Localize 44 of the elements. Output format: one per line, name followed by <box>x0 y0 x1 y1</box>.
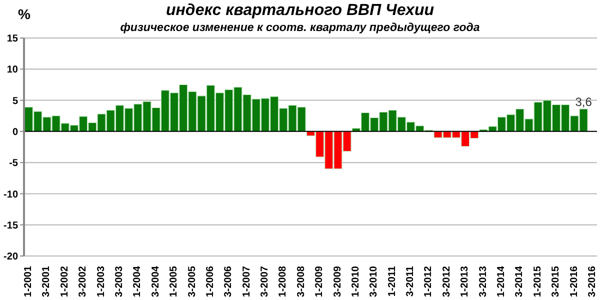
x-tick-label: 1-2007 <box>241 266 252 298</box>
x-tick-label: 1-2003 <box>96 266 107 298</box>
x-tick-label: 3-2008 <box>296 266 307 298</box>
x-tick-label: 3-2012 <box>441 266 452 298</box>
y-tick-label: -20 <box>4 252 18 263</box>
chart-subtitle: физическое изменение к соотв. кварталу предыдущего года <box>119 22 481 34</box>
x-tick-label: 3-2004 <box>150 266 162 298</box>
x-tick-label: 1-2009 <box>314 266 326 298</box>
x-tick-label: 1-2005 <box>168 266 180 298</box>
x-tick-label: 1-2016 <box>568 266 580 298</box>
y-tick-label: 0 <box>12 126 18 138</box>
x-tick-label: 1-2001 <box>23 266 34 298</box>
x-tick-label: 3-2006 <box>223 266 234 298</box>
x-tick-label: 3-2011 <box>405 266 416 297</box>
x-tick-label: 3-2003 <box>114 266 125 298</box>
x-tick-label: 3-2002 <box>78 266 89 298</box>
x-tick-label: 1-2006 <box>204 266 216 298</box>
x-tick-label: 1-2011 <box>386 266 398 297</box>
data-label: 3,6 <box>575 95 592 110</box>
x-tick-label: 3-2009 <box>332 266 344 298</box>
x-tick-label: 3-2001 <box>41 266 52 298</box>
x-tick-label: 1-2012 <box>423 266 434 298</box>
x-tick-label: 3-2005 <box>186 266 198 298</box>
chart-title: индекс квартального ВВП Чехии <box>164 2 435 20</box>
y-axis-title: % <box>18 6 30 22</box>
x-tick-label: 3-2015 <box>550 266 562 298</box>
x-tick-label: 1-2013 <box>460 266 471 298</box>
y-tick-label: -5 <box>9 158 18 170</box>
x-tick-label: 1-2002 <box>59 266 70 298</box>
y-tick-label: 10 <box>6 64 18 76</box>
y-tick-label: -10 <box>4 189 18 200</box>
x-tick-label: 3-2013 <box>478 266 489 298</box>
x-tick-label: 1-2010 <box>350 266 362 298</box>
y-tick-label: 15 <box>6 34 18 45</box>
x-tick-label: 1-2008 <box>278 266 289 298</box>
x-tick-label: 3-2014 <box>514 266 526 298</box>
y-tick-label: 5 <box>12 96 18 107</box>
x-tick-label: 1-2014 <box>496 266 507 298</box>
y-tick-label: -15 <box>4 220 18 232</box>
x-tick-label: 1-2004 <box>132 266 144 298</box>
x-tick-label: 1-2015 <box>532 266 544 298</box>
x-tick-label: 3-2016 <box>586 266 598 298</box>
x-tick-label: 3-2007 <box>260 266 271 298</box>
x-tick-label: 3-2010 <box>368 266 380 298</box>
